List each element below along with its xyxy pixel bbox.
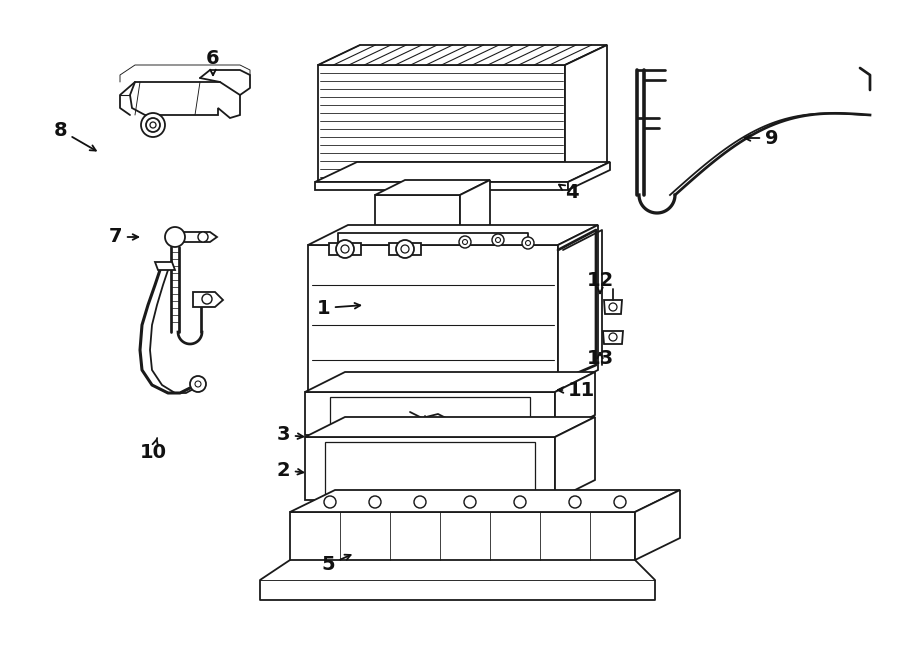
Circle shape <box>464 496 476 508</box>
Circle shape <box>569 496 581 508</box>
Polygon shape <box>460 180 490 240</box>
Text: 2: 2 <box>276 461 303 479</box>
Text: 4: 4 <box>559 184 579 202</box>
Polygon shape <box>290 512 635 560</box>
Polygon shape <box>305 372 595 392</box>
Text: 12: 12 <box>587 270 614 293</box>
Circle shape <box>463 239 467 245</box>
Text: 6: 6 <box>206 48 220 75</box>
Polygon shape <box>290 490 680 512</box>
Circle shape <box>341 245 349 253</box>
Circle shape <box>496 237 500 243</box>
Polygon shape <box>315 182 568 190</box>
Polygon shape <box>635 490 680 560</box>
Polygon shape <box>389 243 421 255</box>
Polygon shape <box>305 437 555 500</box>
Polygon shape <box>555 372 595 435</box>
Polygon shape <box>604 300 622 314</box>
Polygon shape <box>155 262 175 270</box>
Polygon shape <box>308 225 598 245</box>
Polygon shape <box>568 162 610 190</box>
Circle shape <box>324 496 336 508</box>
Polygon shape <box>565 45 607 182</box>
Polygon shape <box>318 45 607 65</box>
Circle shape <box>401 245 409 253</box>
Circle shape <box>195 381 201 387</box>
Polygon shape <box>330 397 530 430</box>
Circle shape <box>190 376 206 392</box>
Polygon shape <box>375 195 460 240</box>
Circle shape <box>514 496 526 508</box>
Polygon shape <box>555 417 595 500</box>
Polygon shape <box>308 245 558 390</box>
Polygon shape <box>329 243 361 255</box>
Polygon shape <box>193 292 223 307</box>
Text: 8: 8 <box>53 120 95 151</box>
Circle shape <box>414 496 426 508</box>
Circle shape <box>369 496 381 508</box>
Polygon shape <box>305 392 555 435</box>
Circle shape <box>165 227 185 247</box>
Polygon shape <box>305 417 595 437</box>
Text: 5: 5 <box>321 555 351 574</box>
Polygon shape <box>184 232 217 242</box>
Circle shape <box>202 294 212 304</box>
Circle shape <box>150 122 156 128</box>
Circle shape <box>522 237 534 249</box>
Circle shape <box>459 236 471 248</box>
Polygon shape <box>318 65 565 182</box>
Circle shape <box>492 234 504 246</box>
Polygon shape <box>375 180 490 195</box>
Circle shape <box>146 118 160 132</box>
Text: 7: 7 <box>109 227 139 247</box>
Polygon shape <box>130 82 240 118</box>
Text: 3: 3 <box>276 426 303 444</box>
Circle shape <box>396 240 414 258</box>
Polygon shape <box>325 442 535 495</box>
Text: 1: 1 <box>317 299 360 317</box>
Text: 11: 11 <box>558 381 595 399</box>
Text: 13: 13 <box>587 348 614 368</box>
Text: 10: 10 <box>140 438 166 463</box>
Circle shape <box>614 496 626 508</box>
Text: 9: 9 <box>745 128 778 147</box>
Polygon shape <box>558 225 598 390</box>
Circle shape <box>526 241 530 245</box>
Polygon shape <box>603 331 623 344</box>
Circle shape <box>141 113 165 137</box>
Circle shape <box>609 333 617 341</box>
Circle shape <box>609 303 617 311</box>
Circle shape <box>336 240 354 258</box>
Circle shape <box>198 232 208 242</box>
Polygon shape <box>315 162 610 182</box>
